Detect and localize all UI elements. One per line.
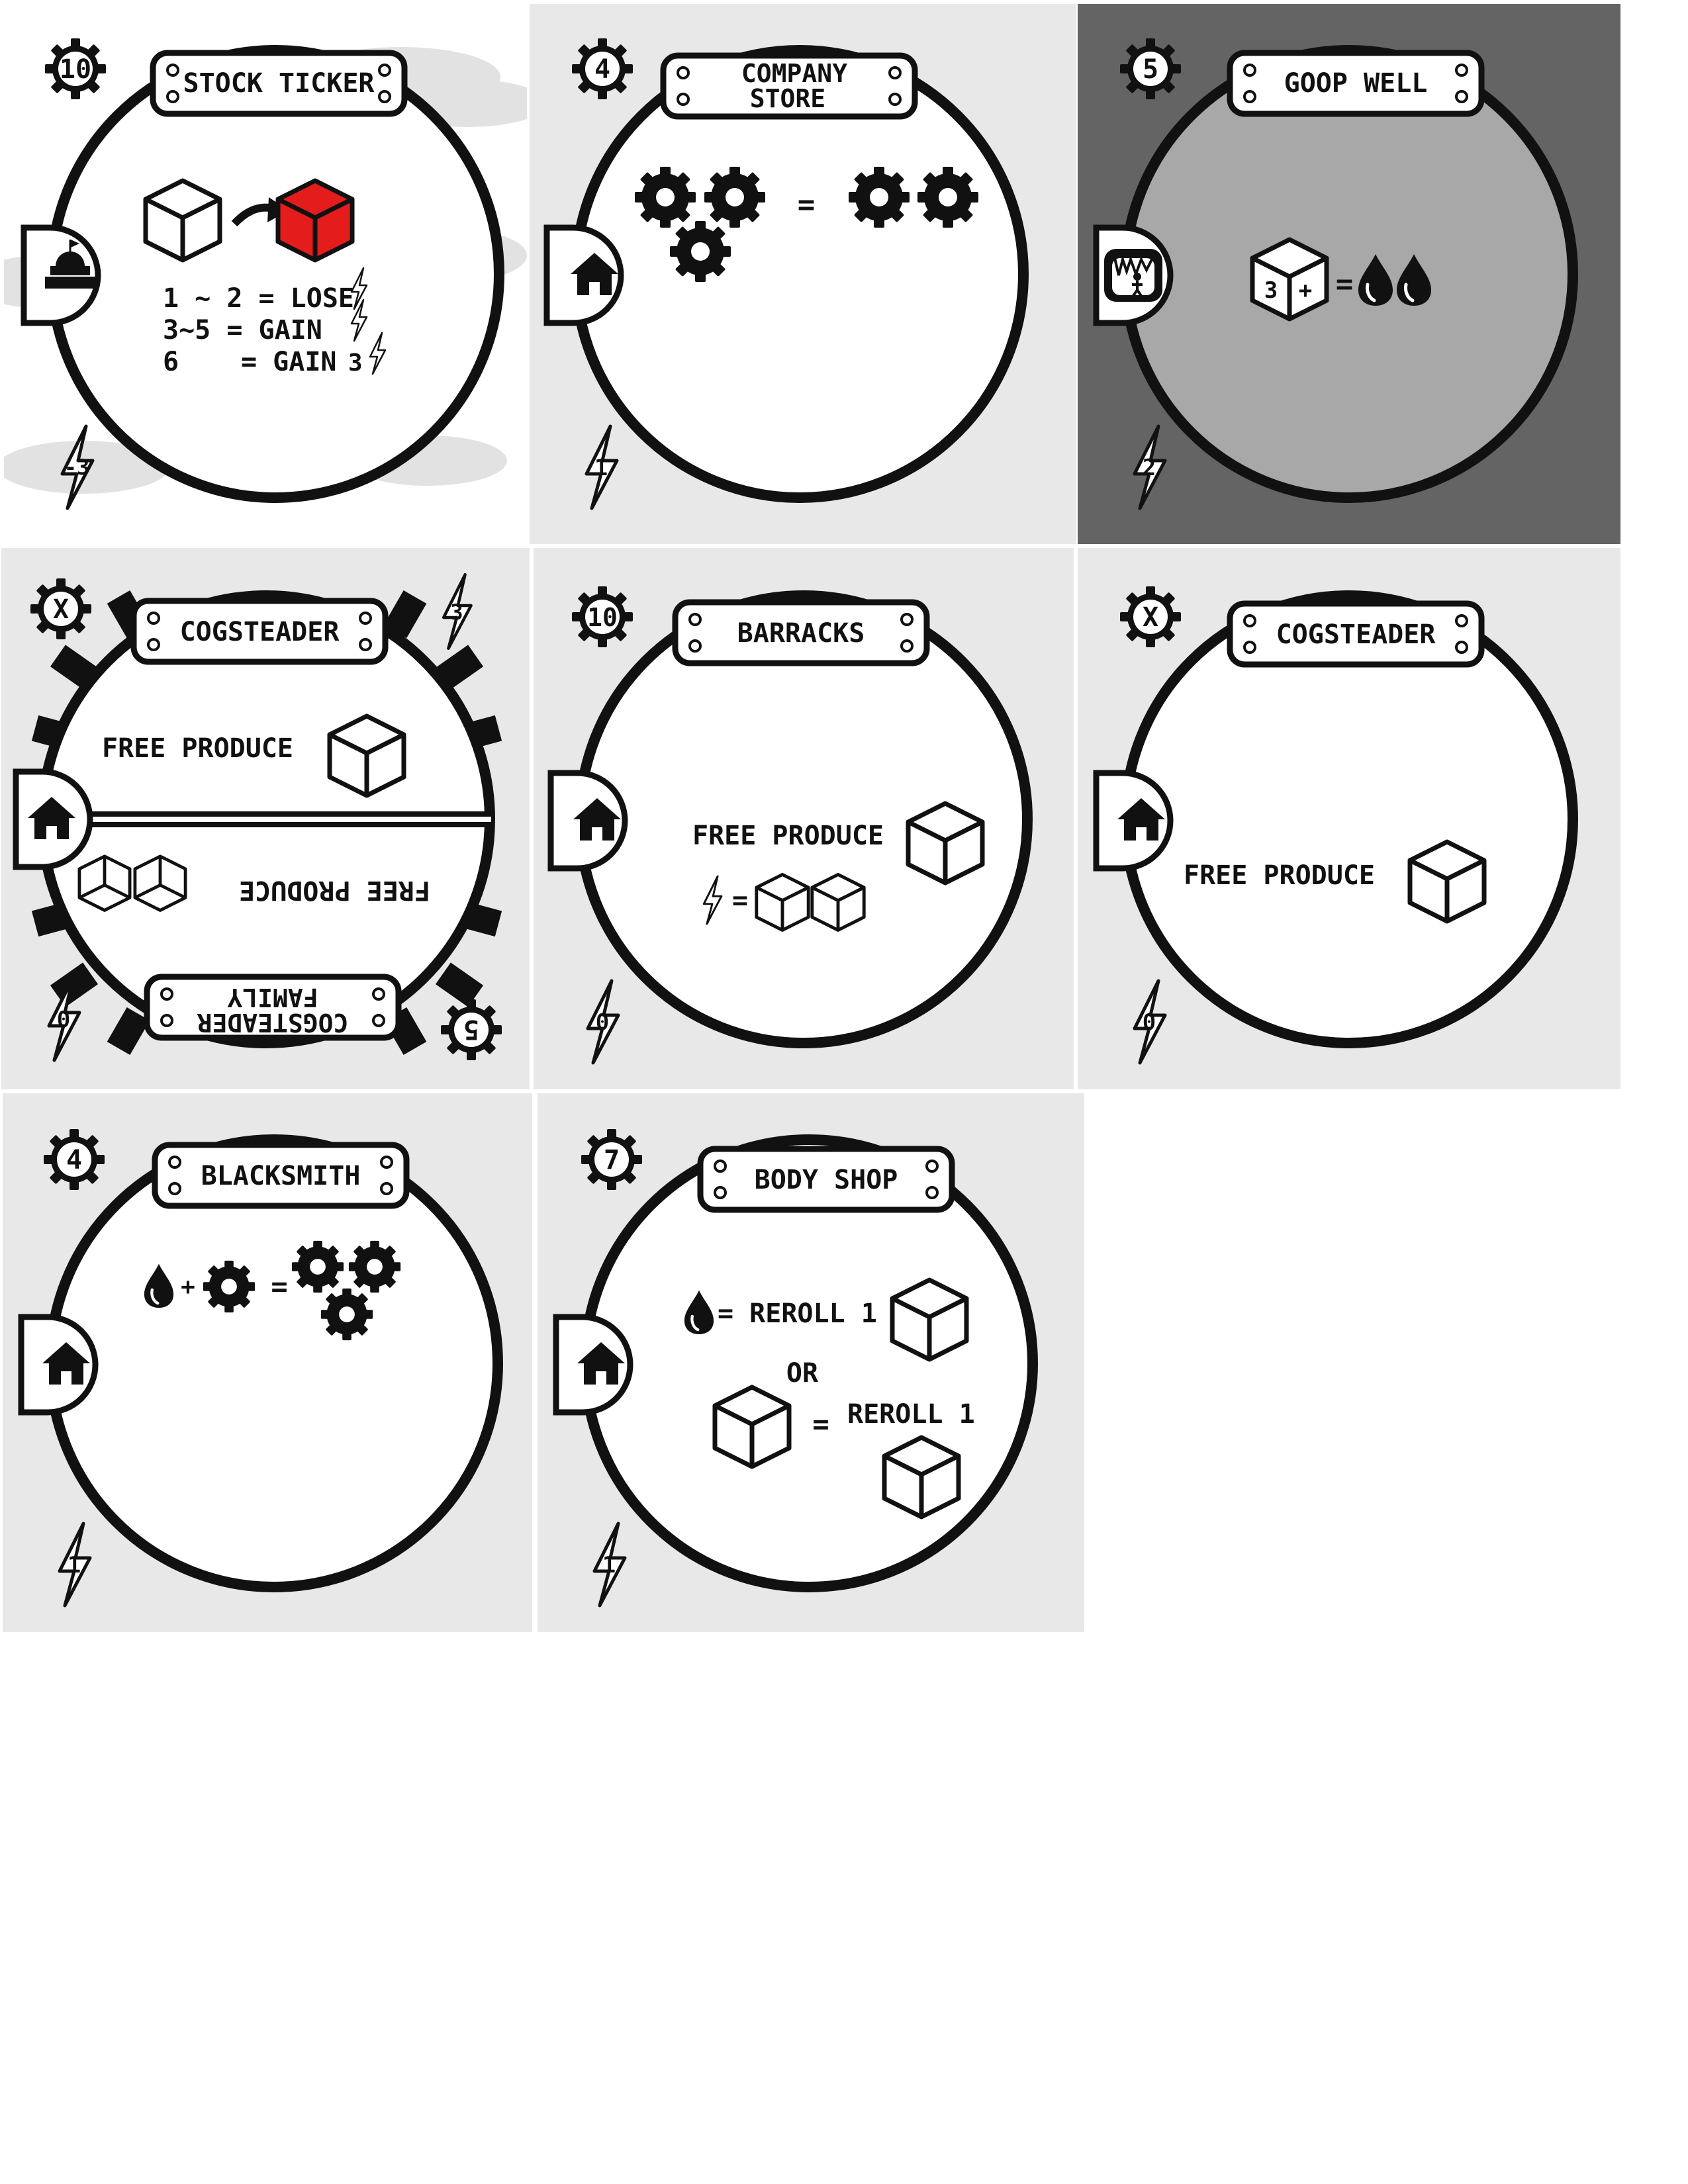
rule-amount: 3: [348, 349, 363, 377]
power-value: -3: [64, 455, 90, 480]
card-circle: [46, 45, 504, 503]
equals-sign: =: [271, 1270, 287, 1302]
cogsteader-family-art: X COGSTEADER 3 FREE PRODUCE FREE PRODUCE…: [1, 548, 502, 1089]
rule-text-2: 3~5 = GAIN: [163, 315, 322, 345]
reroll-text-2: REROLL 1: [847, 1399, 975, 1430]
card-title-flipped: COGSTEADER: [197, 1008, 348, 1037]
cost-value: X: [53, 594, 69, 625]
barracks-art: 10 BARRACKS FREE PRODUCE = 0: [534, 586, 1033, 1089]
rule-text-1: 1 ~ 2 = LOSE: [163, 283, 354, 314]
card-title-line-2: STORE: [750, 84, 825, 113]
card-cogsteader[interactable]: X COGSTEADER FREE PRODUCE 0: [1078, 548, 1620, 1089]
power-value: 0: [57, 1007, 70, 1033]
card-blacksmith[interactable]: 4 BLACKSMITH + = 1: [3, 1093, 532, 1632]
card-title-line-1: COMPANY: [741, 59, 847, 88]
cube-icon: [330, 716, 404, 796]
card-cogsteader-family[interactable]: X COGSTEADER 3 FREE PRODUCE FREE PRODUCE…: [1, 548, 530, 1089]
company-store-art: 4 COMPANY STORE = 1: [530, 38, 1029, 544]
bottom-text: FREE PRODUCE: [239, 875, 430, 905]
goop-well-art: 5 GOOP WELL 3 + = 2: [1078, 38, 1578, 544]
gear-icon: [348, 1240, 401, 1293]
card-title: GOOP WELL: [1284, 68, 1428, 99]
die-face-left: 3: [1264, 277, 1278, 304]
rule-text-3-left: 6: [163, 347, 179, 377]
gear-icon: [704, 167, 765, 228]
cube-icon: [908, 803, 982, 883]
card-title: STOCK TICKER: [183, 68, 375, 99]
power-value: 1: [594, 455, 608, 481]
cost-value: 4: [66, 1145, 82, 1175]
equals-sign: =: [1336, 267, 1354, 301]
cost-value: 4: [594, 54, 610, 85]
rule-text-3-right: = GAIN: [241, 347, 337, 377]
card-barracks[interactable]: 10 BARRACKS FREE PRODUCE = 0: [534, 548, 1074, 1089]
gear-icon: [320, 1288, 373, 1341]
card-title: BODY SHOP: [755, 1165, 898, 1195]
card-title: COGSTEADER: [1276, 619, 1436, 650]
card-title: COGSTEADER: [180, 617, 340, 647]
divider-stripe: [41, 817, 491, 822]
red-cube-icon: [278, 181, 352, 260]
free-produce-text: FREE PRODUCE: [1184, 860, 1375, 891]
cost-value-flipped: 5: [463, 1014, 479, 1044]
power-value-flipped: 3: [450, 600, 463, 625]
free-produce-text: FREE PRODUCE: [692, 821, 884, 851]
power-value: 2: [1143, 455, 1156, 481]
gear-icon: [917, 167, 978, 228]
card-title-flipped-line-2: FAMILY: [227, 983, 318, 1012]
reroll-text-1: = REROLL 1: [718, 1298, 877, 1329]
cube-icon: [135, 856, 185, 911]
or-text: OR: [786, 1358, 819, 1388]
die-face-right: +: [1299, 277, 1312, 304]
equals-sign: =: [812, 1408, 829, 1440]
body-shop-art: 7 BODY SHOP = REROLL 1 OR = REROLL 1 1: [538, 1129, 1038, 1632]
card-title: BARRACKS: [737, 618, 865, 649]
cost-value: 5: [1143, 54, 1158, 85]
cube-icon: [757, 874, 808, 930]
power-value: 1: [602, 1552, 616, 1578]
blacksmith-art: 4 BLACKSMITH + = 1: [3, 1129, 503, 1632]
cube-icon: [1410, 842, 1484, 921]
card-title: BLACKSMITH: [201, 1161, 361, 1191]
gear-icon: [291, 1240, 344, 1293]
equals-sign: =: [798, 188, 816, 222]
cube-icon: [892, 1280, 966, 1359]
mine-entrance-icon: [1104, 249, 1162, 302]
equals-sign: =: [732, 886, 748, 916]
gear-icon: [635, 167, 696, 228]
card-company-store[interactable]: 4 COMPANY STORE = 1: [530, 4, 1076, 544]
gear-icon: [670, 221, 731, 282]
cube-icon: [146, 181, 220, 260]
power-value: 0: [596, 1009, 609, 1036]
card-stock-ticker[interactable]: 10 STOCK TICKER 1 ~ 2 = LOSE 3~5 = GAIN …: [4, 4, 527, 544]
cogsteader-art: X COGSTEADER FREE PRODUCE 0: [1078, 586, 1578, 1089]
plus-sign: +: [181, 1273, 195, 1300]
cube-icon: [884, 1437, 959, 1517]
power-value: 0: [1143, 1009, 1156, 1036]
card-goop-well[interactable]: 5 GOOP WELL 3 + = 2: [1078, 4, 1620, 544]
power-value: 1: [68, 1552, 81, 1578]
cube-icon: [715, 1387, 789, 1467]
card-body-shop[interactable]: 7 BODY SHOP = REROLL 1 OR = REROLL 1 1: [538, 1093, 1084, 1632]
stock-ticker-art: 10 STOCK TICKER 1 ~ 2 = LOSE 3~5 = GAIN …: [4, 38, 527, 544]
flipped-half: FREE PRODUCE COGSTEADER FAMILY 5: [79, 856, 502, 1060]
cost-value: 10: [60, 54, 91, 85]
cost-value: 10: [587, 603, 618, 632]
cube-icon: [812, 874, 864, 930]
cube-icon: [79, 856, 130, 911]
gear-icon: [203, 1260, 256, 1313]
cost-value: X: [1143, 602, 1158, 633]
cost-value: 7: [604, 1145, 620, 1175]
top-text: FREE PRODUCE: [102, 733, 293, 764]
gear-icon: [849, 167, 910, 228]
capitol-icon: [45, 240, 95, 289]
